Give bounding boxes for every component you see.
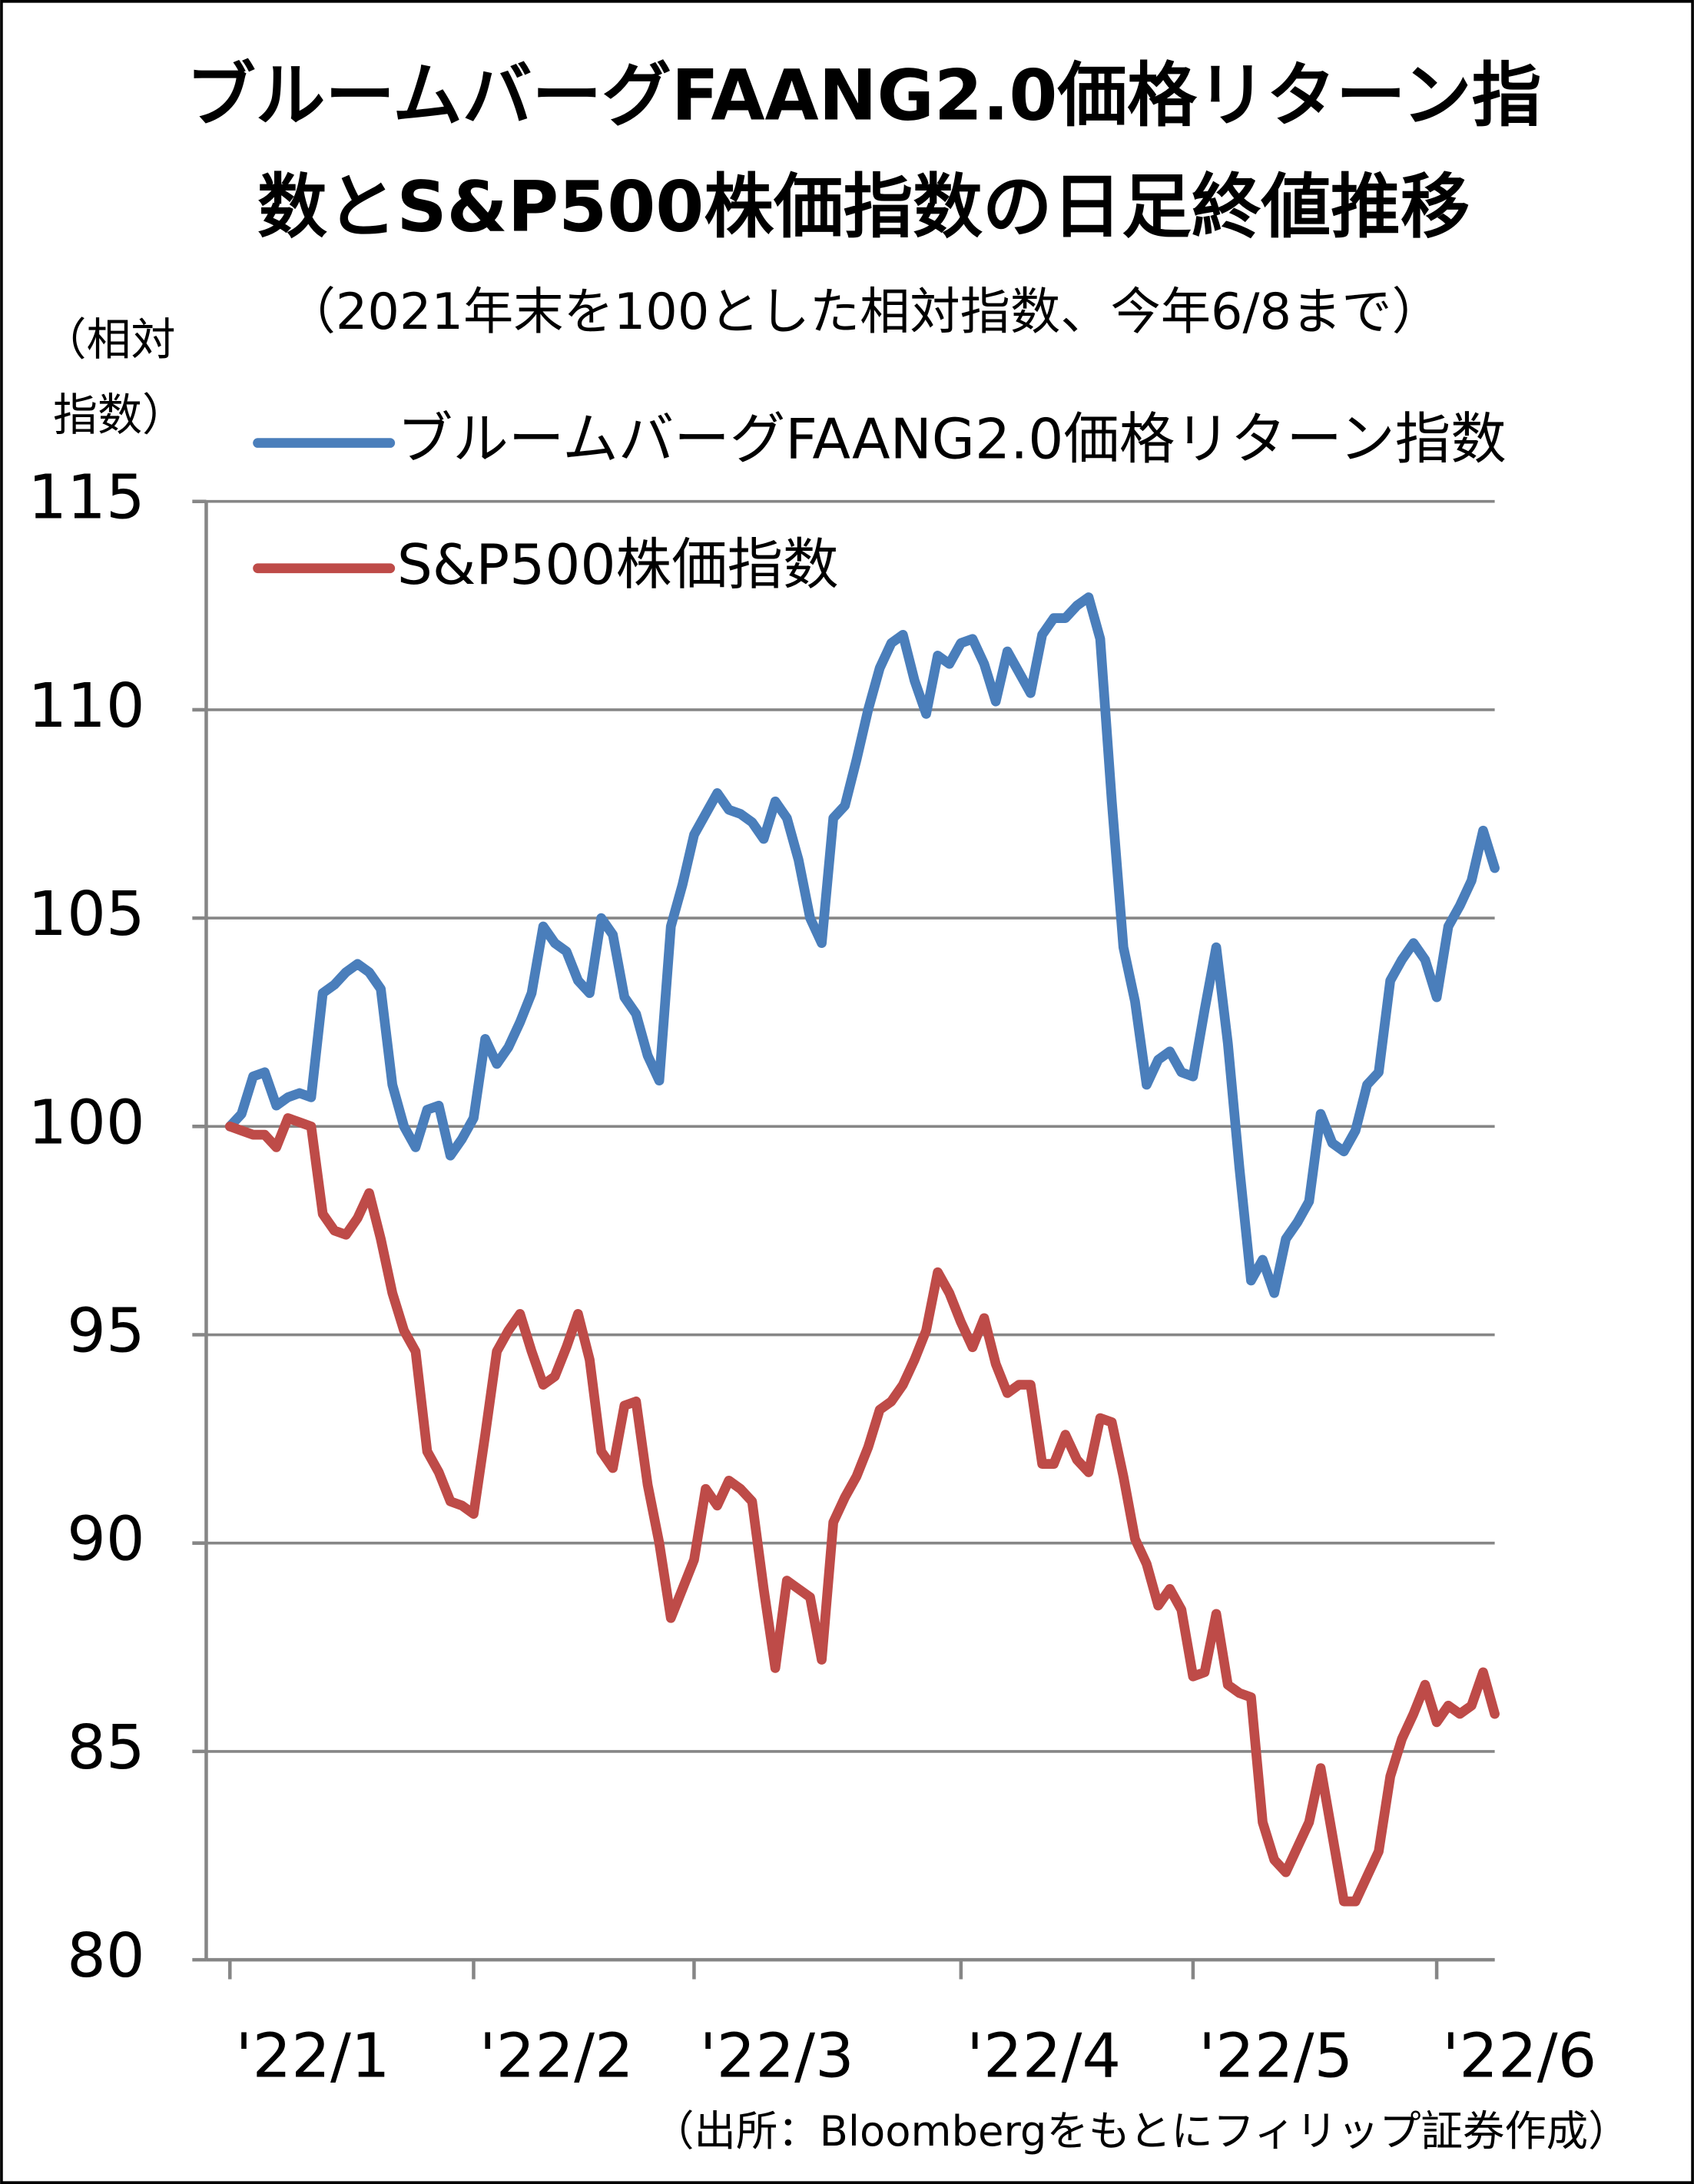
- y-tick-label: 90: [67, 1503, 145, 1575]
- y-tick-label: 85: [67, 1712, 145, 1783]
- y-tick-label: 80: [67, 1920, 145, 1991]
- x-tick-label: '22/2: [479, 2020, 634, 2092]
- y-tick-label: 110: [28, 670, 144, 741]
- chart-title: ブルームバーグFAANG2.0価格リターン指: [186, 55, 1541, 136]
- chart-subtitle: （2021年末を100とした相対指数、今年6/8まで）: [286, 283, 1442, 341]
- legend-label: S&P500株価指数: [397, 533, 839, 598]
- y-tick-label: 105: [28, 878, 144, 949]
- data-line: [224, 592, 1500, 1298]
- y-tick-label: 95: [67, 1294, 145, 1366]
- x-tick-label: '22/3: [700, 2020, 854, 2092]
- legend-label: ブルームバーグFAANG2.0価格リターン指数: [397, 408, 1507, 472]
- source-note: （出所：Bloombergをもとにフィリップ証券作成）: [652, 2107, 1629, 2156]
- y-tick-label: 100: [28, 1086, 144, 1158]
- x-tick-label: '22/5: [1198, 2020, 1353, 2092]
- x-tick-label: '22/4: [966, 2020, 1121, 2092]
- y-axis-label: （相対: [42, 313, 176, 366]
- chart-title: 数とS&P500株価指数の日足終値推移: [257, 167, 1470, 247]
- y-axis-label: 指数）: [53, 389, 187, 441]
- x-tick-label: '22/6: [1442, 2020, 1596, 2092]
- data-line: [224, 1113, 1500, 1907]
- y-tick-label: 115: [28, 462, 144, 533]
- x-tick-label: '22/1: [236, 2020, 390, 2092]
